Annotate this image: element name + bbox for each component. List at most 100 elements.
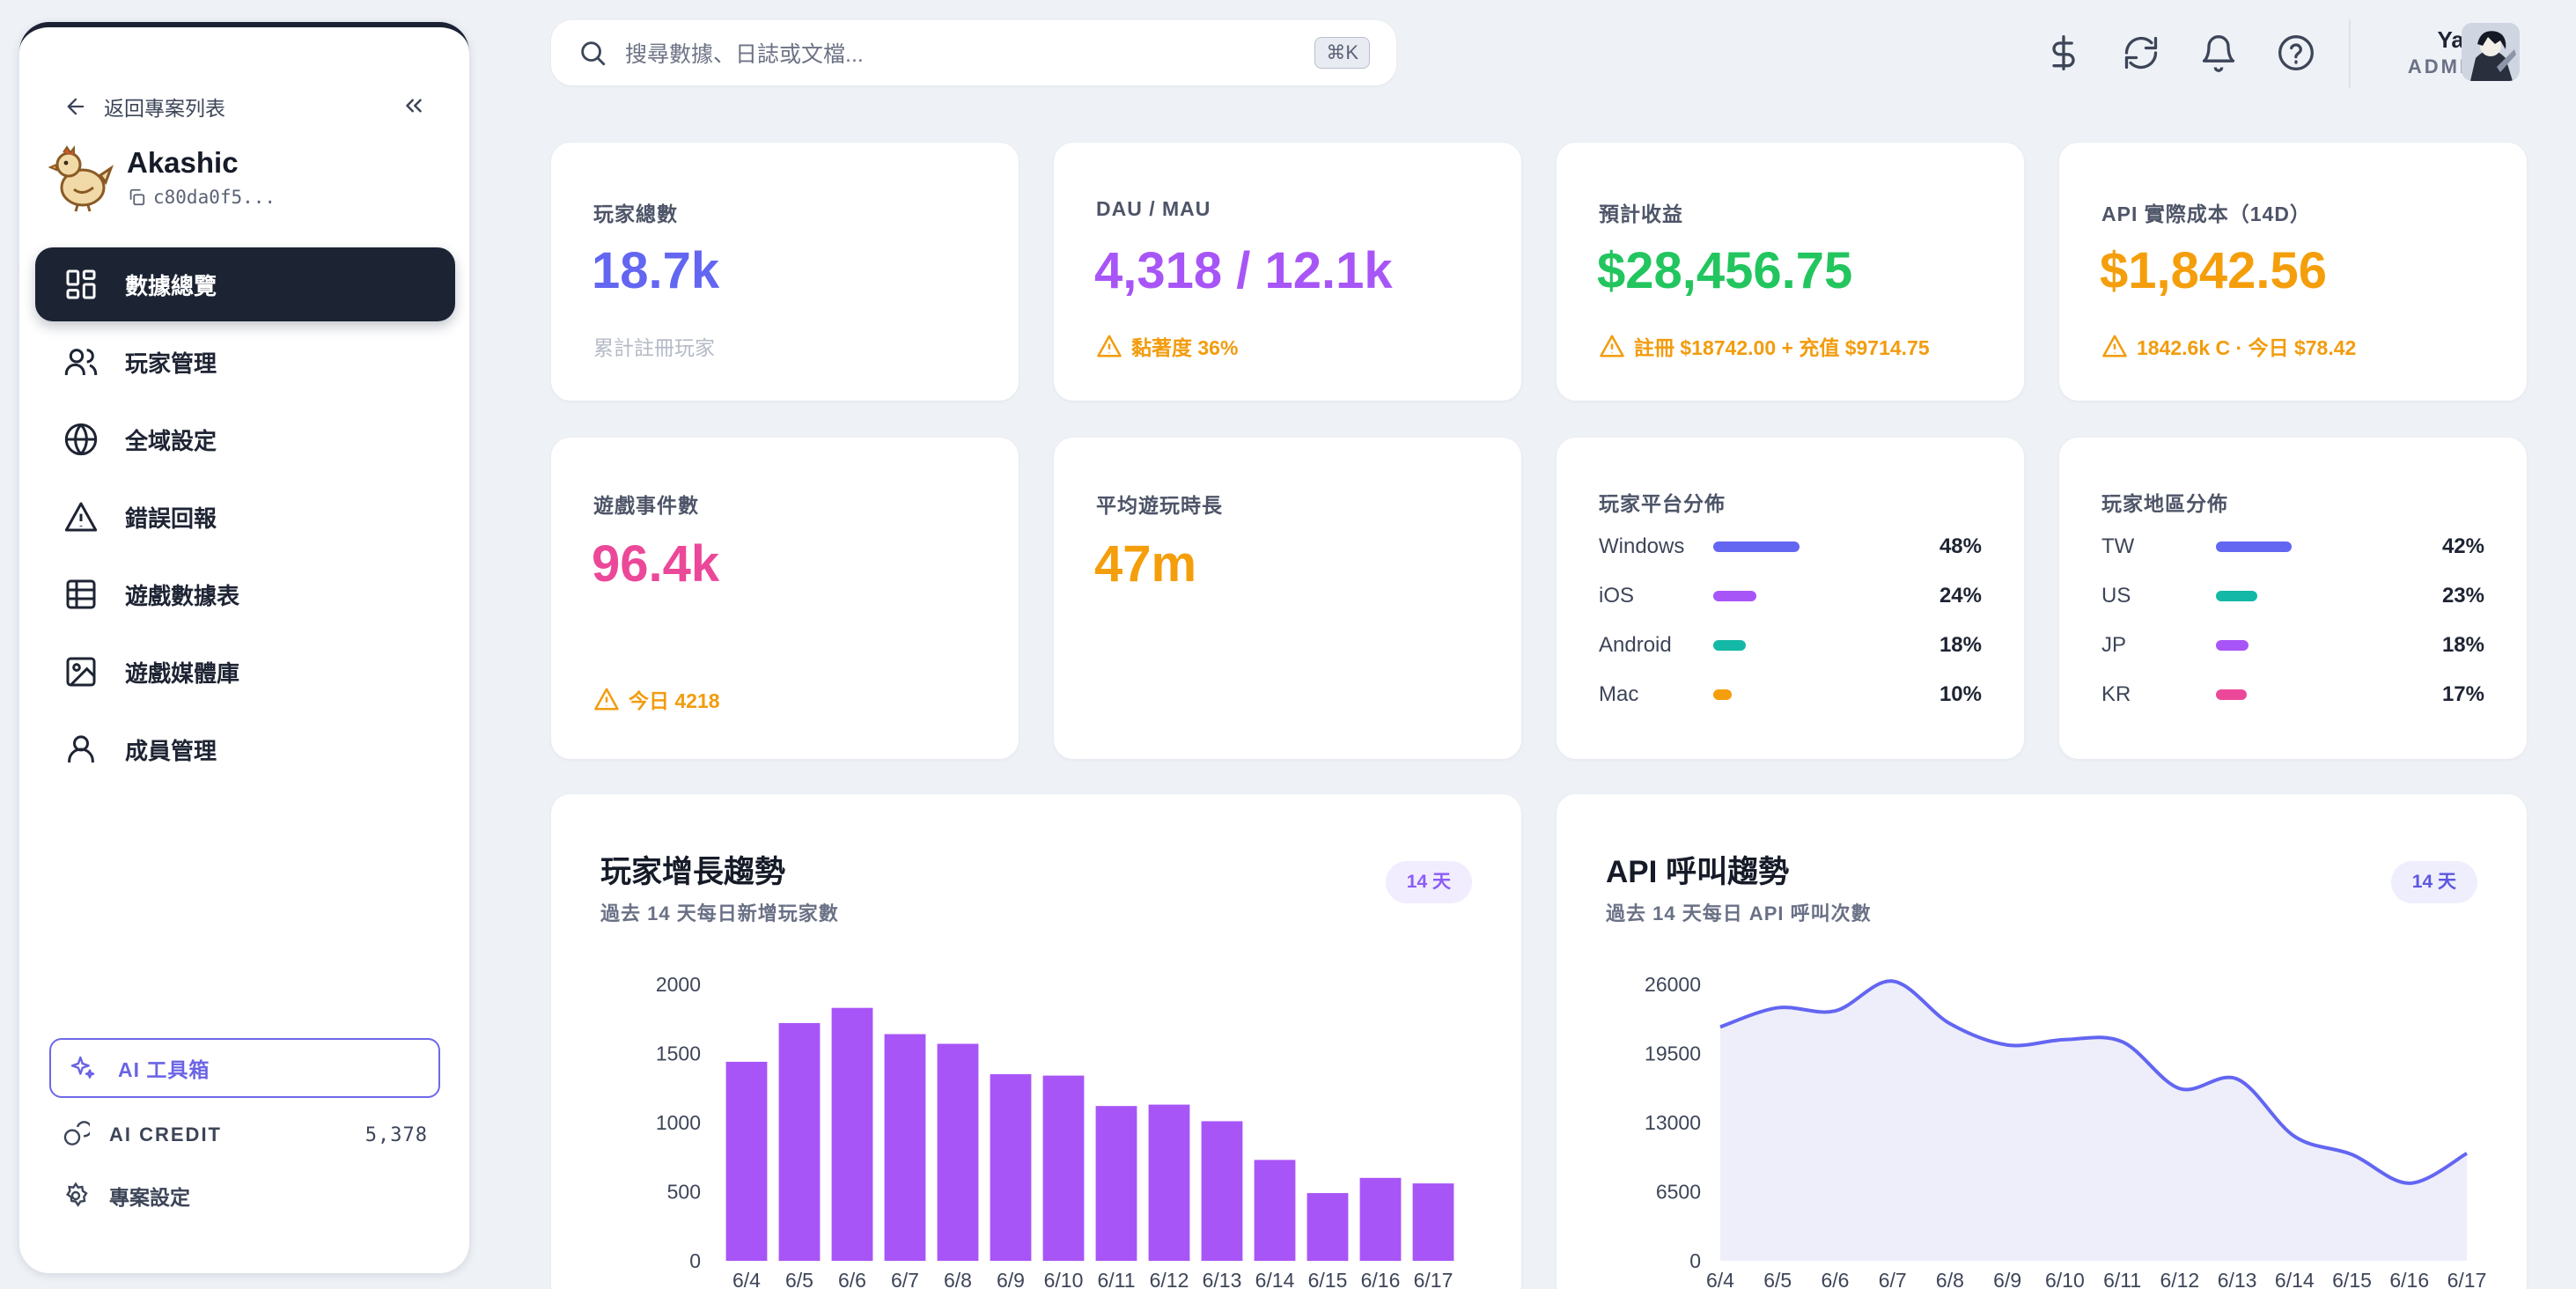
arrow-left-icon	[67, 98, 85, 115]
dashboard-icon	[66, 269, 96, 299]
ai-credit-label: AI CREDIT	[109, 1123, 222, 1145]
sidebar-item-dashboard[interactable]: 數據總覽	[35, 247, 455, 321]
bar	[1148, 1104, 1190, 1261]
distribution-name: TW	[2101, 534, 2135, 558]
stat-subtext: 累計註冊玩家	[593, 336, 715, 359]
y-tick-label: 6500	[1656, 1181, 1701, 1204]
chart-subtitle: 過去 14 天每日新增玩家數	[600, 902, 839, 924]
distribution-bar	[1713, 541, 1800, 552]
bar	[725, 1061, 768, 1261]
help-icon[interactable]	[2277, 33, 2315, 72]
distribution-bar-track	[2216, 640, 2427, 651]
stat-value: 96.4k	[592, 535, 720, 593]
sidebar: 返回專案列表 Akashic c80da0f5... 數據總覽	[19, 22, 469, 1273]
x-tick-label: 6/16	[2389, 1269, 2429, 1289]
distribution-percent: 17%	[2441, 682, 2484, 706]
dollar-icon[interactable]	[2044, 33, 2083, 72]
stat-card-api-cost: API 實際成本（14D） $1,842.56 1842.6k C · 今日 $…	[2059, 143, 2527, 401]
stat-label: 平均遊玩時長	[1096, 494, 1223, 517]
stat-value: $1,842.56	[2100, 242, 2328, 299]
sidebar-item-label: 遊戲數據表	[125, 582, 240, 609]
stat-label: 遊戲事件數	[593, 494, 699, 517]
distribution-bar	[1713, 689, 1732, 700]
bar	[884, 1034, 926, 1261]
refresh-icon[interactable]	[2122, 33, 2160, 72]
api-calls-area-chart: 0 6500 13000 19500 26000 6/4 6/5 6/6 6/7 6/8 6/9 6/…	[1645, 973, 2487, 1289]
sidebar-item-global-settings[interactable]: 全域設定	[35, 402, 455, 476]
x-tick-label: 6/13	[1203, 1269, 1242, 1289]
distribution-percent: 10%	[1939, 682, 1982, 706]
x-tick-label: 6/11	[2103, 1269, 2141, 1289]
y-tick-label: 0	[689, 1249, 701, 1272]
y-tick-label: 13000	[1645, 1111, 1701, 1134]
search-icon	[581, 41, 606, 66]
project-name: Akashic	[127, 146, 239, 179]
collapse-sidebar-icon[interactable]	[401, 92, 427, 119]
x-tick-label: 6/15	[2332, 1269, 2372, 1289]
api-calls-chart-card: API 呼叫趨勢 過去 14 天每日 API 呼叫次數 14 天 0 6500 13…	[1557, 794, 2527, 1289]
avatar[interactable]	[2462, 23, 2520, 81]
x-tick-label: 6/6	[838, 1269, 866, 1289]
bar	[1359, 1177, 1402, 1261]
sidebar-item-game-tables[interactable]: 遊戲數據表	[35, 557, 455, 631]
x-tick-label: 6/5	[1763, 1269, 1792, 1289]
stat-card-revenue: 預計收益 $28,456.75 註冊 $18742.00 + 充值 $9714.…	[1557, 143, 2024, 401]
distribution-name: JP	[2101, 633, 2127, 657]
sidebar-item-players[interactable]: 玩家管理	[35, 325, 455, 399]
stat-subtext-value: 1842.6k C · 今日 $78.42	[2137, 336, 2357, 359]
distribution-row: TW 42%	[2101, 533, 2484, 561]
x-tick-label: 6/17	[2447, 1269, 2487, 1289]
search-input[interactable]: 搜尋數據、日誌或文檔...	[625, 42, 864, 67]
ai-credit-value: 5,378	[364, 1123, 428, 1146]
back-to-projects-link[interactable]: 返回專案列表	[63, 89, 434, 124]
distribution-bar	[2216, 541, 2293, 552]
project-settings-link[interactable]: 專案設定	[62, 1181, 190, 1211]
stat-value: 18.7k	[592, 242, 720, 299]
project-id-copy[interactable]: c80da0f5...	[127, 187, 276, 208]
player-growth-chart-card: 玩家增長趨勢 過去 14 天每日新增玩家數 14 天 0 500 1000 1500 2…	[551, 794, 1521, 1289]
x-tick-label: 6/8	[1936, 1269, 1964, 1289]
x-tick-label: 6/12	[1150, 1269, 1189, 1289]
stat-subtext: 黏著度 36%	[1096, 331, 1238, 361]
stat-subtext: 註冊 $18742.00 + 充值 $9714.75	[1599, 331, 1930, 361]
sidebar-item-label: 全域設定	[125, 427, 217, 454]
warning-icon	[594, 688, 619, 711]
warning-icon	[1097, 335, 1122, 357]
chart-title: API 呼叫趨勢	[1606, 855, 1790, 889]
stat-card-players: 玩家總數 18.7k 累計註冊玩家	[551, 143, 1019, 401]
area-fill	[1720, 981, 2467, 1261]
sidebar-item-label: 錯誤回報	[125, 505, 217, 532]
distribution-bar-track	[1713, 640, 1925, 651]
x-tick-label: 6/17	[1414, 1269, 1454, 1289]
distribution-row: KR 17%	[2101, 681, 2484, 709]
globe-icon	[64, 423, 98, 456]
range-pill-14d[interactable]: 14 天	[1385, 861, 1472, 903]
y-tick-label: 1000	[656, 1111, 701, 1134]
distribution-row: US 23%	[2101, 582, 2484, 610]
distribution-bar	[2216, 640, 2248, 651]
y-tick-label: 2000	[656, 973, 701, 996]
distribution-name: Android	[1599, 633, 1672, 657]
table-icon	[66, 579, 96, 609]
stat-subtext: 今日 4218	[593, 684, 720, 714]
sidebar-item-error-reports[interactable]: 錯誤回報	[35, 480, 455, 554]
distribution-percent: 42%	[2441, 534, 2484, 558]
x-tick-label: 6/7	[1879, 1269, 1907, 1289]
distribution-name: KR	[2101, 682, 2131, 706]
range-pill-14d[interactable]: 14 天	[2390, 861, 2477, 903]
stat-subtext: 1842.6k C · 今日 $78.42	[2101, 331, 2356, 361]
distribution-name: Mac	[1599, 682, 1639, 706]
project-header: Akashic c80da0f5...	[48, 142, 276, 212]
stat-label: API 實際成本（14D）	[2101, 203, 2311, 225]
users-icon	[64, 349, 98, 375]
distribution-row: Windows 48%	[1599, 533, 1982, 561]
ai-toolbox-button[interactable]: AI 工具箱	[49, 1038, 440, 1098]
y-tick-label: 500	[667, 1181, 701, 1204]
search-bar[interactable]: 搜尋數據、日誌或文檔... ⌘K	[551, 20, 1396, 85]
x-tick-label: 6/4	[732, 1269, 761, 1289]
sidebar-item-media-library[interactable]: 遊戲媒體庫	[35, 635, 455, 709]
bell-icon[interactable]	[2199, 33, 2238, 72]
back-label: 返回專案列表	[104, 97, 225, 120]
sidebar-nav: 數據總覽 玩家管理 全域設定 錯誤回報 遊戲數據表 遊戲媒體庫 成員管理	[35, 247, 455, 790]
sidebar-item-members[interactable]: 成員管理	[35, 712, 455, 786]
